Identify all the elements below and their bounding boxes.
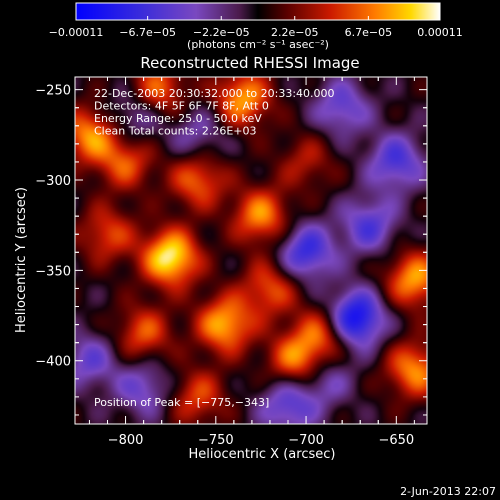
colorbar-tick-label: −0.00011 xyxy=(49,26,104,39)
colorbar-tick-label: 6.7e−05 xyxy=(345,26,392,39)
info-line: 22-Dec-2003 20:30:32.000 to 20:33:40.000 xyxy=(94,87,335,100)
y-tick-label: −300 xyxy=(35,174,71,189)
colorbar-tick-label: 0.00011 xyxy=(417,26,463,39)
x-axis-label: Heliocentric X (arcsec) xyxy=(189,447,336,462)
y-axis-label: Heliocentric Y (arcsec) xyxy=(14,187,29,333)
y-tick-label: −250 xyxy=(35,84,71,99)
timestamp: 2-Jun-2013 22:07 xyxy=(400,485,496,498)
colorbar-tick-label: −2.2e−05 xyxy=(193,26,250,39)
colorbar xyxy=(76,3,440,20)
info-line: Clean Total counts: 2.26E+03 xyxy=(94,125,257,138)
y-tick-label: −400 xyxy=(35,355,71,370)
x-tick-label: −750 xyxy=(198,433,234,448)
plot-frame xyxy=(74,76,428,425)
info-line: Detectors: 4F 5F 6F 7F 8F, Att 0 xyxy=(94,100,269,113)
peak-position-label: Position of Peak = [−775,−343] xyxy=(94,396,269,409)
heatmap-image xyxy=(75,77,427,424)
x-tick-label: −800 xyxy=(108,433,144,448)
colorbar-tick-label: 2.2e−05 xyxy=(271,26,318,39)
y-tick-label: −350 xyxy=(35,264,71,279)
colorbar-unit-label: (photons cm⁻² s⁻¹ asec⁻²) xyxy=(187,38,329,51)
x-tick-label: −650 xyxy=(378,433,414,448)
x-tick-label: −700 xyxy=(288,433,324,448)
heatmap-raster xyxy=(75,77,427,424)
colorbar-tick-label: −6.7e−05 xyxy=(119,26,176,39)
chart-title: Reconstructed RHESSI Image xyxy=(140,54,359,72)
info-line: Energy Range: 25.0 - 50.0 keV xyxy=(94,112,262,125)
